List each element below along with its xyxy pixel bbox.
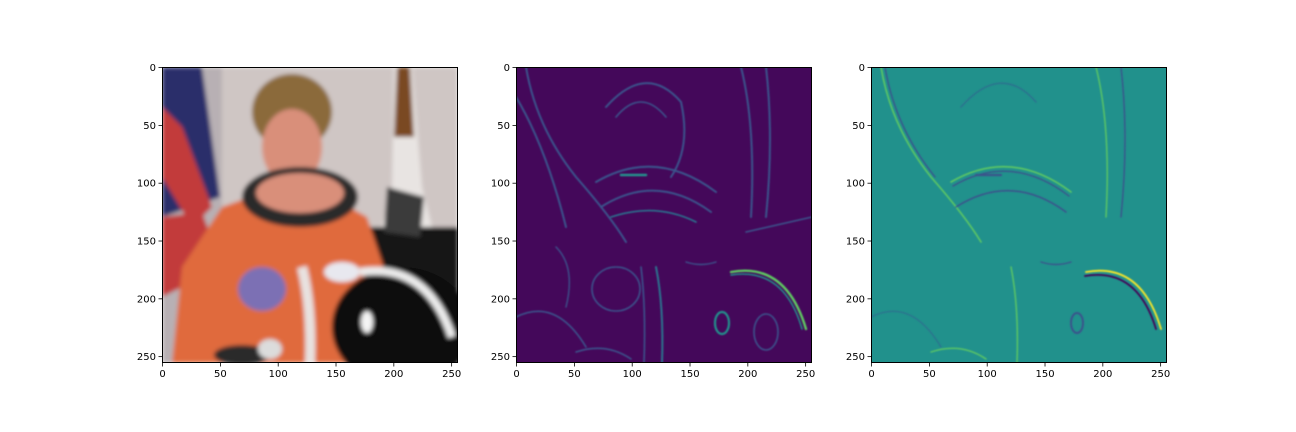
y-tick-label: 50 xyxy=(497,121,510,132)
y-tick-label: 250 xyxy=(491,352,510,363)
x-tick-label: 0 xyxy=(159,369,165,380)
x-tick-label: 250 xyxy=(1151,369,1170,380)
y-tick-label: 100 xyxy=(137,179,156,190)
y-tick-label: 0 xyxy=(859,63,865,74)
x-tick-label: 150 xyxy=(326,369,345,380)
y-tick-label: 200 xyxy=(846,294,865,305)
x-tick-label: 250 xyxy=(796,369,815,380)
x-tick-label: 50 xyxy=(568,369,581,380)
x-tick-label: 150 xyxy=(680,369,699,380)
y-tick-label: 150 xyxy=(846,237,865,248)
image-2 xyxy=(871,67,1167,363)
image-1 xyxy=(516,67,812,363)
x-tick-label: 100 xyxy=(269,369,288,380)
x-tick-label: 50 xyxy=(923,369,936,380)
y-tick-label: 200 xyxy=(491,294,510,305)
axes-frame-1 xyxy=(516,67,812,363)
y-tick-label: 150 xyxy=(137,237,156,248)
edge-lines xyxy=(871,67,1162,363)
y-tick-label: 0 xyxy=(150,63,156,74)
y-tick-label: 150 xyxy=(491,237,510,248)
x-tick-label: 50 xyxy=(214,369,227,380)
x-tick-label: 200 xyxy=(1093,369,1112,380)
photo-content xyxy=(162,67,458,363)
x-tick-label: 0 xyxy=(513,369,519,380)
edge-lines xyxy=(516,67,812,363)
y-tick-label: 100 xyxy=(846,179,865,190)
x-tick-label: 0 xyxy=(868,369,874,380)
x-tick-label: 150 xyxy=(1035,369,1054,380)
y-tick-label: 250 xyxy=(137,352,156,363)
x-tick-label: 250 xyxy=(442,369,461,380)
y-tick-label: 100 xyxy=(491,179,510,190)
y-tick-label: 50 xyxy=(143,121,156,132)
x-tick-label: 100 xyxy=(978,369,997,380)
y-tick-label: 0 xyxy=(504,63,510,74)
x-tick-label: 200 xyxy=(384,369,403,380)
y-tick-label: 50 xyxy=(852,121,865,132)
x-tick-label: 200 xyxy=(738,369,757,380)
image-0 xyxy=(162,67,458,363)
x-tick-label: 100 xyxy=(623,369,642,380)
y-tick-label: 250 xyxy=(846,352,865,363)
y-tick-label: 200 xyxy=(137,294,156,305)
axes-frame-2 xyxy=(871,67,1167,363)
axes-frame-0 xyxy=(162,67,458,363)
